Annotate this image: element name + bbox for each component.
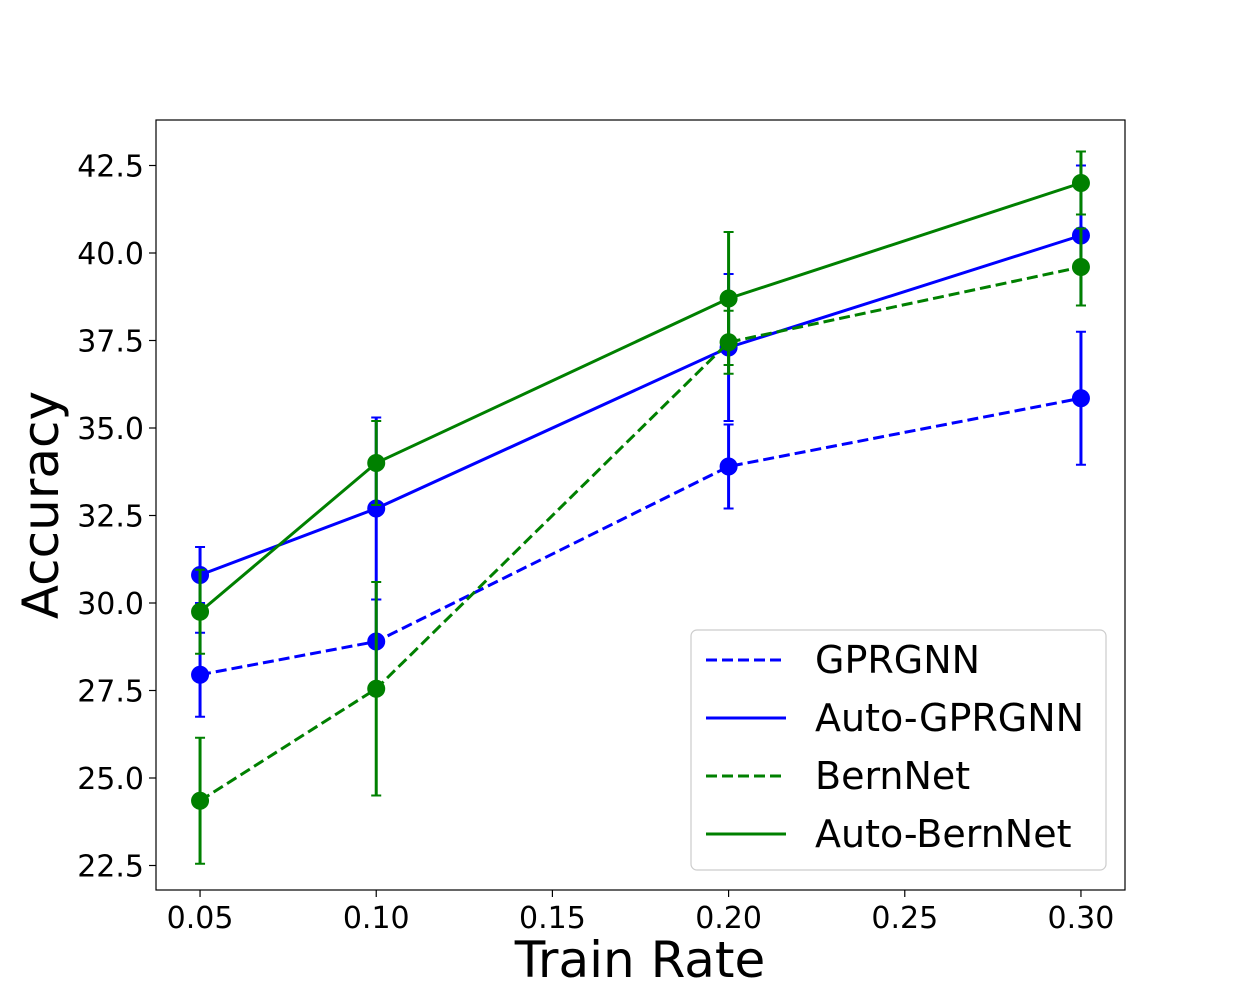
x-tick-label: 0.15: [519, 901, 586, 936]
legend-box: [690, 629, 1107, 871]
data-point: [367, 679, 386, 698]
series-line: [199, 396, 1082, 677]
legend-entry-auto-gprgnn: Auto-GPRGNN: [706, 696, 1084, 740]
plot-frame: [155, 119, 1126, 891]
x-tick-label: 0.25: [871, 901, 938, 936]
series-line: [199, 181, 1082, 613]
y-tick-label: 40.0: [77, 237, 144, 272]
series-auto-bernnet: [191, 150, 1090, 655]
data-point: [1071, 258, 1090, 276]
series-auto-gprgnn: [191, 164, 1090, 604]
legend-label: Auto-BernNet: [815, 812, 1071, 856]
series-layer: [191, 150, 1090, 865]
y-tick-label: 32.5: [77, 500, 144, 535]
legend-label: GPRGNN: [815, 638, 980, 682]
series-line: [199, 234, 1082, 577]
legend-entry-auto-bernnet: Auto-BernNet: [706, 812, 1071, 856]
series-line: [199, 265, 1082, 803]
legend-label: BernNet: [815, 754, 970, 798]
y-tick-label: 37.5: [77, 325, 144, 360]
data-point: [719, 289, 738, 308]
data-point: [191, 791, 210, 810]
data-point: [719, 457, 738, 476]
legend-entries: GPRGNN Auto-GPRGNN BernNet Auto-BernNet: [706, 638, 1084, 856]
y-tick-label: 22.5: [77, 850, 144, 885]
series-gprgnn: [191, 330, 1090, 718]
x-tick-label: 0.05: [167, 901, 234, 936]
y-tick-label: 30.0: [77, 587, 144, 622]
ticks-layer: 0.05 0.10 0.15 0.20 0.25 0.30 22.5 25.0 27.5 30.0…: [77, 150, 1114, 937]
data-point: [191, 665, 210, 684]
legend-label: Auto-GPRGNN: [815, 696, 1084, 740]
y-tick-label: 25.0: [77, 762, 144, 797]
y-tick-label: 35.0: [77, 412, 144, 447]
legend-entry-gprgnn: GPRGNN: [706, 638, 980, 682]
legend: GPRGNN Auto-GPRGNN BernNet Auto-BernNet: [690, 629, 1107, 871]
data-point: [191, 602, 210, 621]
x-tick-label: 0.30: [1048, 901, 1115, 936]
legend-entry-bernnet: BernNet: [706, 754, 970, 798]
x-tick-label: 0.10: [343, 901, 410, 936]
y-axis-title: Accuracy: [12, 391, 70, 619]
y-tick-label: 42.5: [77, 150, 144, 185]
data-point: [1071, 174, 1090, 192]
y-tick-label: 27.5: [77, 675, 144, 710]
x-tick-label: 0.20: [695, 901, 762, 936]
data-point: [1071, 389, 1090, 408]
data-point: [367, 454, 386, 472]
x-axis-title: Train Rate: [514, 931, 766, 989]
